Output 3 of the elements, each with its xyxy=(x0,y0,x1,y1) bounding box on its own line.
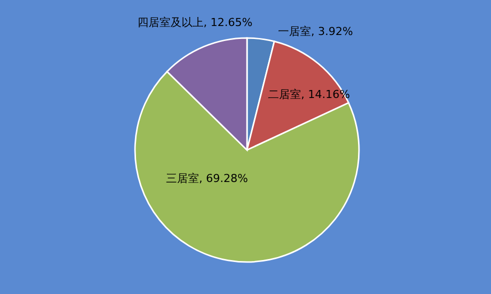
slice-label: 三居室, 69.28% xyxy=(166,172,248,185)
slice-label: 四居室及以上, 12.65% xyxy=(138,16,252,29)
slice-label: 一居室, 3.92% xyxy=(278,25,353,38)
